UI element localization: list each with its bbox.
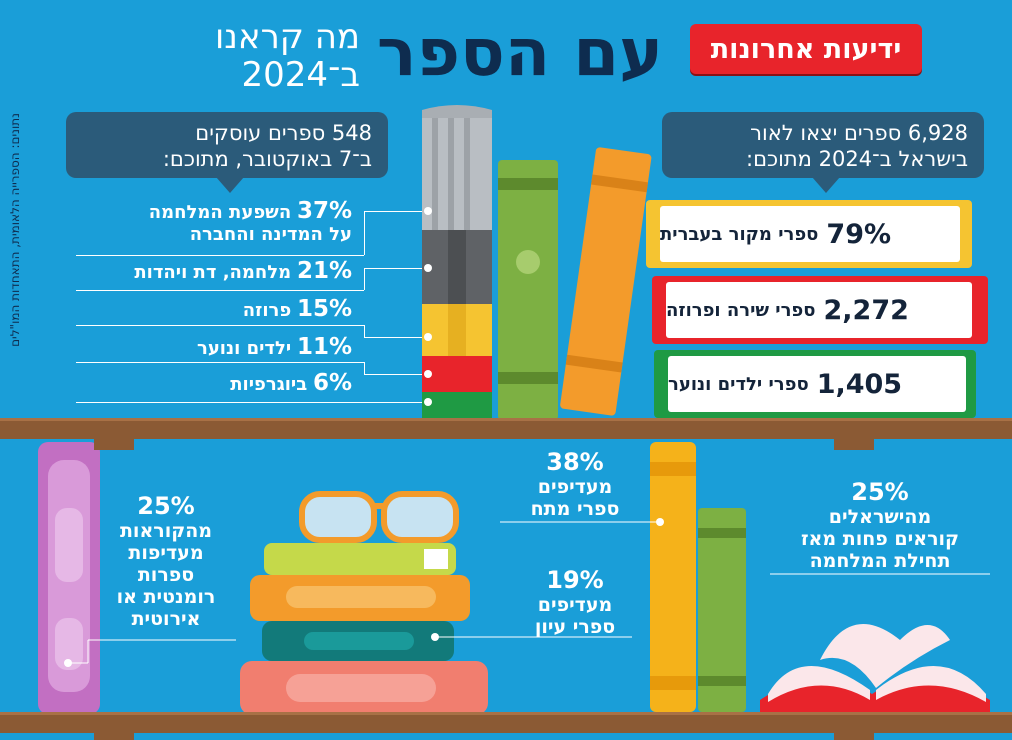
- stat-label: קוראים פחות מאז: [800, 528, 960, 550]
- page-subtitle: מה קראנו ב־2024: [200, 18, 360, 94]
- stat-prose: 15% פרוזה: [243, 296, 352, 322]
- purple-book-icon: [38, 442, 100, 714]
- stat-war-impact: 37% השפעת המלחמה על המדינה והחברה: [149, 200, 352, 246]
- green-tall-book-icon: [698, 508, 746, 712]
- shelf-bracket: [94, 436, 134, 450]
- stat-label: תחילת המלחמה: [809, 550, 951, 572]
- stat-label: מהישראלים: [828, 506, 932, 528]
- open-book-icon: [760, 624, 990, 712]
- stat-label: ספרי עיון: [534, 616, 616, 638]
- upper-shelf: [0, 418, 1012, 439]
- book-label: ספרי ילדים ונוער: [668, 373, 809, 395]
- stat-pct: 11%: [296, 334, 352, 360]
- stat-pct: 6%: [312, 370, 352, 396]
- stat-romance: 25% מהקוראות מעדיפות ספרות רומנטית או אי…: [104, 492, 228, 630]
- stat-label: מעדיפים: [537, 594, 613, 616]
- leader-line: [76, 362, 364, 363]
- stacked-book-icon: [422, 105, 492, 420]
- stat-label: השפעת המלחמה: [148, 202, 292, 223]
- book-number: 1,405: [816, 368, 903, 400]
- stat-label: רומנטית או: [116, 586, 216, 608]
- leader-line: [364, 268, 365, 290]
- leader-line: [364, 211, 365, 255]
- right-callout-line1: 6,928 ספרים יצאו לאור: [750, 121, 968, 145]
- stat-pct: 25%: [137, 492, 195, 520]
- book-number: 79%: [826, 218, 892, 250]
- left-callout: 548 ספרים עוסקים ב־7 באוקטובר, מתוכם:: [66, 112, 388, 193]
- yellow-tall-book-icon: [650, 442, 696, 712]
- leader-line: [76, 290, 364, 291]
- stat-label: מהקוראות: [119, 520, 213, 542]
- book-label: ספרי שירה ופרוזה: [666, 299, 816, 321]
- stat-pct: 38%: [546, 448, 604, 476]
- leader-line: [364, 337, 428, 338]
- stat-label: אירוטית: [131, 608, 201, 630]
- stat-label: ספרות: [137, 564, 195, 586]
- glasses-icon: [299, 491, 459, 543]
- stat-biographies: 6% ביוגרפיות: [230, 370, 352, 396]
- leader-line: [364, 211, 428, 212]
- stat-label: מעדיפים: [537, 476, 613, 498]
- book-hebrew-original: 79% ספרי מקור בעברית: [660, 206, 960, 262]
- book-children-youth: 1,405 ספרי ילדים ונוער: [668, 356, 966, 412]
- book-label: ספרי מקור בעברית: [660, 223, 819, 245]
- stat-label: ספרי מתח: [530, 498, 620, 520]
- stat-pct: 19%: [546, 566, 604, 594]
- stat-pct: 25%: [851, 478, 909, 506]
- book-number: 2,272: [823, 294, 909, 326]
- orange-book-icon: [560, 147, 652, 416]
- leader-line: [364, 268, 428, 269]
- left-callout-line2: ב־7 באוקטובר, מתוכם:: [162, 147, 372, 171]
- stat-nonfiction: 19% מעדיפים ספרי עיון: [500, 566, 650, 638]
- stat-label: מעדיפות: [128, 542, 204, 564]
- leader-line: [76, 255, 364, 256]
- stat-label: ילדים ונוער: [196, 338, 292, 359]
- page-title: עם הספר: [376, 14, 664, 91]
- green-book-icon: [498, 160, 558, 420]
- stat-pct: 37%: [296, 198, 352, 224]
- left-callout-line1: 548 ספרים עוסקים: [195, 121, 372, 145]
- stat-pct: 15%: [296, 296, 352, 322]
- stat-pct: 21%: [296, 258, 352, 284]
- right-callout-line2: בישראל ב־2024 מתוכם:: [746, 147, 968, 171]
- book-poetry-prose: 2,272 ספרי שירה ופרוזה: [666, 282, 972, 338]
- leader-line: [76, 325, 364, 326]
- stat-war-religion: 21% מלחמה, דת ויהדות: [134, 258, 352, 284]
- stat-israelis: 25% מהישראלים קוראים פחות מאז תחילת המלח…: [770, 478, 990, 572]
- subtitle-line1: מה קראנו: [214, 17, 360, 57]
- leader-line: [364, 374, 428, 375]
- shelf-bracket: [834, 730, 874, 740]
- stat-label: פרוזה: [242, 300, 292, 321]
- stat-label2: על המדינה והחברה: [189, 224, 352, 245]
- stat-children: 11% ילדים ונוער: [197, 334, 352, 360]
- lower-shelf: [0, 712, 1012, 733]
- leader-line: [364, 362, 365, 374]
- leader-line: [364, 325, 365, 337]
- subtitle-line2: ב־2024: [241, 55, 360, 95]
- leader-line: [76, 402, 428, 403]
- stat-label: ביוגרפיות: [230, 374, 308, 395]
- brand-logo: ידיעות אחרונות: [690, 24, 922, 74]
- stat-thriller: 38% מעדיפים ספרי מתח: [500, 448, 650, 520]
- shelf-bracket: [94, 730, 134, 740]
- right-callout: 6,928 ספרים יצאו לאור בישראל ב־2024 מתוכ…: [662, 112, 984, 193]
- lower-books-stack-icon: [240, 543, 488, 715]
- shelf-bracket: [834, 436, 874, 450]
- stat-label: מלחמה, דת ויהדות: [134, 262, 292, 283]
